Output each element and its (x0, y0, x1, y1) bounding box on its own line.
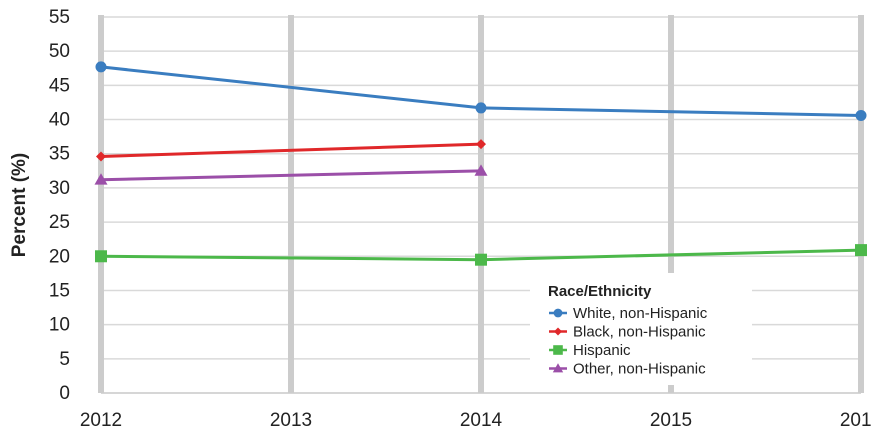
legend-background (530, 273, 752, 385)
legend-title: Race/Ethnicity (548, 283, 652, 300)
legend: Race/Ethnicity White, non-Hispanic Black,… (530, 273, 752, 385)
legend-item: Hispanic (549, 342, 631, 359)
x-tick-label: 2015 (650, 410, 692, 431)
legend-marker (553, 308, 563, 318)
legend-items: White, non-Hispanic Black, non-HispanicHi… (549, 305, 708, 378)
data-point (95, 61, 107, 73)
y-tick-label: 55 (49, 7, 70, 28)
legend-marker (553, 345, 563, 355)
legend-item: Other, non-Hispanic (549, 361, 706, 378)
legend-item: White, non-Hispanic (549, 305, 708, 322)
data-point (476, 139, 486, 150)
y-tick-label: 50 (49, 41, 70, 62)
y-tick-label: 25 (49, 212, 70, 233)
x-tick-label: 2012 (80, 410, 122, 431)
legend-marker (554, 327, 562, 336)
x-tick-label: 2016 (840, 410, 871, 431)
legend-marker (552, 363, 564, 373)
data-point (96, 151, 106, 162)
series-2 (95, 244, 867, 266)
y-tick-label: 5 (59, 349, 70, 370)
legend-item: Black, non-Hispanic (549, 324, 706, 341)
legend-label: Hispanic (573, 342, 631, 359)
data-point (855, 109, 867, 121)
legend-label: Other, non-Hispanic (573, 361, 706, 378)
data-point (94, 173, 108, 185)
y-tick-label: 0 (59, 383, 70, 404)
series-line (100, 142, 482, 158)
data-point (95, 250, 107, 263)
grid (98, 15, 864, 394)
y-tick-label: 45 (49, 75, 70, 96)
legend-label: White, non-Hispanic (573, 305, 708, 322)
y-tick-label: 20 (49, 246, 70, 267)
y-tick-label: 15 (49, 280, 70, 301)
data-point (475, 102, 487, 114)
series (94, 61, 867, 266)
y-tick-label: 35 (49, 144, 70, 165)
data-point (475, 253, 487, 266)
series-3 (94, 164, 488, 185)
legend-label: Black, non-Hispanic (573, 324, 706, 341)
x-tick-label: 2014 (460, 410, 503, 431)
data-point (855, 244, 867, 257)
y-tick-label: 40 (49, 110, 70, 131)
y-axis-title: Percent (%) (9, 153, 30, 258)
series-line (100, 169, 482, 182)
series-1 (96, 139, 486, 162)
x-tick-label: 2013 (270, 410, 312, 431)
data-point (474, 164, 488, 176)
series-0 (95, 61, 867, 121)
y-tick-label: 30 (49, 178, 70, 199)
axes: 0 5 10 15 20 25 30 35 40 45 50 55 2012 2013 2014 2015 20… (49, 7, 871, 431)
y-tick-label: 10 (49, 315, 70, 336)
